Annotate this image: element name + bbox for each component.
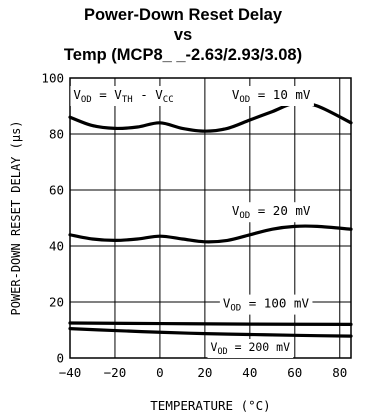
y-axis-label: POWER-DOWN RESET DELAY (µs) [9, 120, 23, 315]
svg-text:VOD = 200 mV: VOD = 200 mV [211, 340, 291, 357]
svg-text:VOD = VTH - VCC: VOD = VTH - VCC [73, 87, 173, 105]
y-tick-label: 60 [49, 183, 64, 198]
y-tick-label: 80 [49, 127, 64, 142]
svg-text:VOD = 10 mV: VOD = 10 mV [232, 87, 311, 105]
x-tick-label: 60 [287, 365, 302, 380]
formula-annotation: VOD = VTH - VCC [70, 86, 177, 106]
x-tick-label: 40 [242, 365, 257, 380]
series-label-10mv: VOD = 10 mV [228, 86, 314, 106]
y-tick-label: 100 [41, 71, 64, 86]
y-tick-label: 20 [49, 295, 64, 310]
x-axis-label: TEMPERATURE (°C) [150, 398, 270, 413]
series-line-200mv [68, 327, 353, 338]
formula-minus-v: - V [133, 87, 164, 102]
series-line-20mv [68, 224, 353, 244]
series-line-10mv [68, 101, 353, 133]
series-line-100mv [68, 321, 353, 326]
series-label-20mv: VOD = 20 mV [228, 202, 314, 223]
formula-sub-od: OD [81, 95, 92, 105]
y-tick-label: 0 [56, 351, 64, 366]
chart-title-line-1: Power-Down Reset Delay [83, 6, 283, 24]
series-label-100mv: VOD = 100 mV [219, 294, 313, 315]
x-tick-label: −40 [59, 365, 82, 380]
formula-sub-cc: CC [163, 95, 174, 105]
formula-v1: V [73, 87, 81, 102]
svg-text:VOD = 100 mV: VOD = 100 mV [223, 296, 310, 314]
x-tick-label: −20 [104, 365, 127, 380]
svg-text:VOD = 20 mV: VOD = 20 mV [232, 203, 311, 221]
y-tick-label: 40 [49, 239, 64, 254]
formula-eq-v: = V [92, 87, 123, 102]
x-tick-label: 20 [197, 365, 212, 380]
chart-title-line-2: vs [173, 26, 193, 44]
series-label-200mv: VOD = 200 mV [207, 339, 294, 358]
x-tick-label: 0 [156, 365, 164, 380]
x-tick-label: 80 [332, 365, 347, 380]
chart-title-line-3: Temp (MCP8_ _-2.63/2.93/3.08) [63, 46, 303, 64]
formula-sub-th: TH [122, 95, 133, 105]
